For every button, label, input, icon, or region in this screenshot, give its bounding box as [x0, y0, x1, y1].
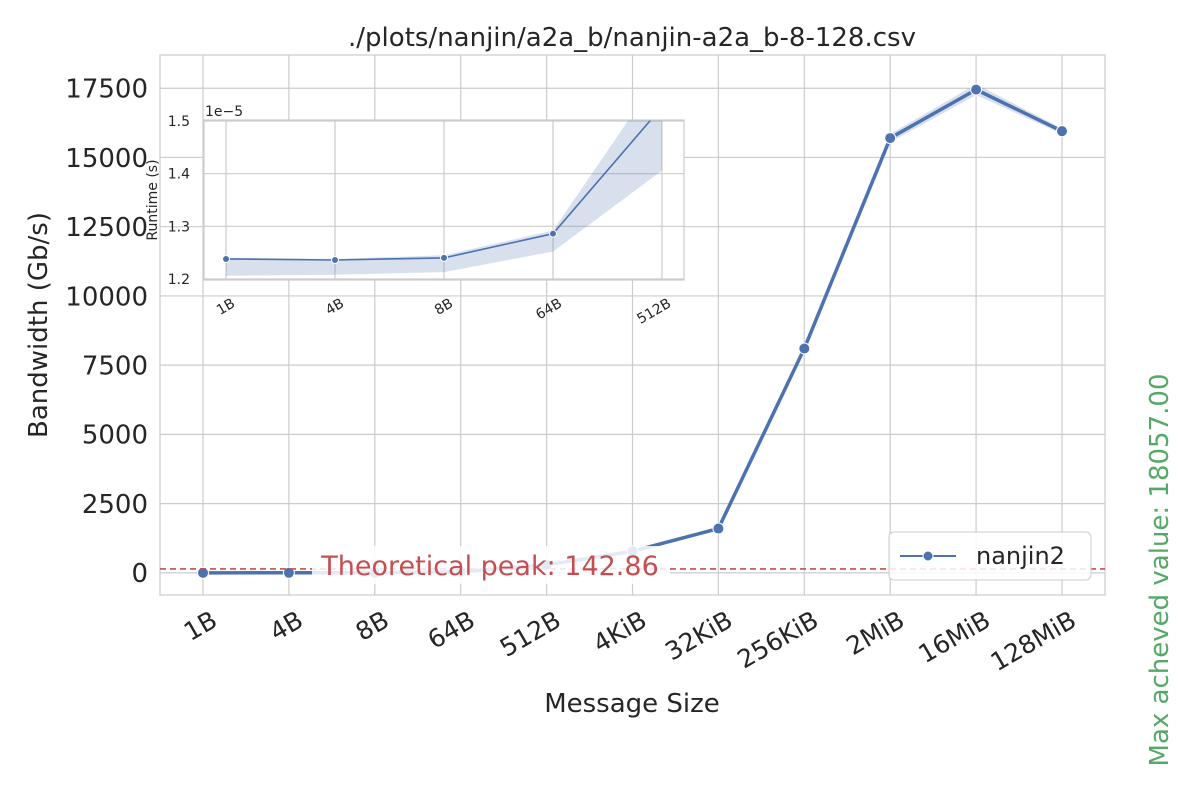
main-x-tick-4B: 4B — [265, 605, 308, 647]
main-x-tick-64B: 64B — [423, 605, 480, 655]
main-x-tick-4KiB: 4KiB — [588, 605, 651, 658]
main-x-tick-8B: 8B — [351, 605, 394, 647]
main-point-32KiB — [712, 522, 725, 535]
main-point-256KiB — [798, 342, 811, 355]
inset-y-tick-labels: 1.2 1.3 1.4 1.5 — [168, 114, 190, 288]
main-y-tick-7500: 7500 — [82, 352, 148, 382]
main-point-128MiB — [1056, 125, 1068, 138]
main-y-tick-17500: 17500 — [65, 75, 148, 105]
max-achieved-value-label: Max acheved value: 18057.00 — [1145, 374, 1175, 767]
x-axis-label: Message Size — [544, 689, 720, 719]
legend-box — [888, 531, 1092, 581]
main-x-tick-16MiB: 16MiB — [913, 605, 995, 669]
main-x-tick-512B: 512B — [495, 605, 566, 663]
main-y-tick-labels: 0 2500 5000 7500 10000 12500 15000 17500 — [65, 75, 148, 590]
main-x-tick-256KiB: 256KiB — [732, 605, 823, 674]
main-y-tick-10000: 10000 — [65, 282, 148, 312]
legend: nanjin2 — [888, 531, 1092, 581]
inset-grid — [204, 120, 684, 280]
main-x-tick-1B: 1B — [179, 605, 222, 647]
main-y-tick-2500: 2500 — [82, 490, 148, 520]
inset-y-tick-1.4: 1.4 — [168, 167, 190, 183]
chart-title: ./plots/nanjin/a2a_b/nanjin-a2a_b-8-128.… — [348, 23, 916, 53]
inset-point-8B — [440, 253, 448, 262]
main-point-2MiB — [884, 132, 897, 145]
inset-y-tick-1.2: 1.2 — [168, 272, 190, 288]
inset-point-1B — [222, 254, 230, 263]
inset-series — [222, 120, 652, 264]
legend-swatch-marker — [922, 550, 934, 562]
main-y-tick-12500: 12500 — [65, 213, 148, 243]
inset-plot-border — [203, 119, 685, 281]
inset-y-axis-label: Runtime (s) — [145, 159, 161, 240]
inset-y-tick-1.5: 1.5 — [168, 114, 190, 130]
main-point-16MiB — [970, 83, 983, 96]
theoretical-peak-label-bg — [312, 546, 670, 584]
main-x-tick-32KiB: 32KiB — [660, 605, 737, 666]
main-plot-border — [159, 54, 1106, 596]
main-x-tick-128MiB: 128MiB — [986, 605, 1081, 677]
main-y-tick-15000: 15000 — [65, 144, 148, 174]
main-y-tick-5000: 5000 — [82, 421, 148, 451]
inset-point-64B — [549, 229, 557, 238]
inset-point-4B — [331, 256, 339, 264]
legend-entry-nanjin2: nanjin2 — [976, 542, 1065, 570]
y-axis-label: Bandwidth (Gb/s) — [24, 212, 54, 438]
inset-y-tick-1.3: 1.3 — [168, 219, 190, 235]
main-point-4B — [282, 566, 295, 579]
theoretical-peak-label: Theoretical peak: 142.86 — [320, 551, 659, 582]
inset-offset-label: 1e−5 — [205, 104, 243, 120]
main-y-tick-0: 0 — [131, 559, 148, 589]
main-x-tick-2MiB: 2MiB — [841, 605, 909, 661]
main-point-1B — [197, 566, 209, 579]
